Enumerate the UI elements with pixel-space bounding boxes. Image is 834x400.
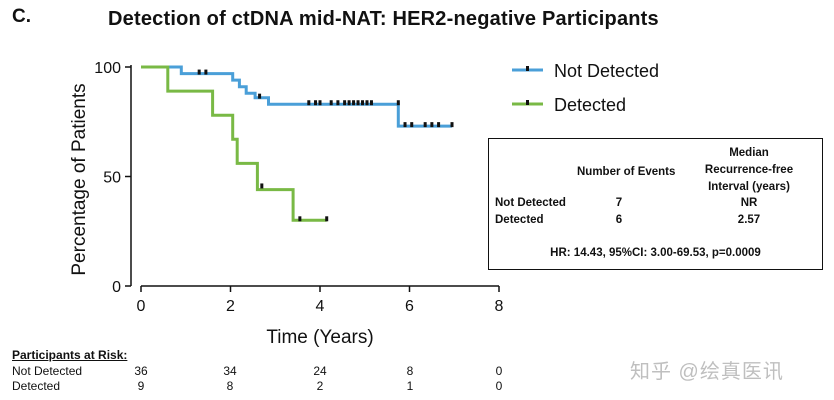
- survival-curves: [141, 65, 454, 222]
- survival-line-detected: [141, 65, 327, 222]
- censor-mark: [314, 100, 318, 106]
- censor-mark: [204, 69, 208, 75]
- at-risk-value: 1: [406, 379, 414, 393]
- legend-censor-mark: [526, 66, 529, 71]
- censor-mark: [423, 122, 427, 128]
- at-risk-value: 8: [226, 379, 234, 393]
- stats-row-events: 6: [615, 214, 623, 226]
- censor-mark: [347, 100, 351, 106]
- at-risk-value: 24: [313, 364, 327, 378]
- censor-mark: [352, 100, 356, 106]
- censor-mark: [356, 100, 360, 106]
- x-axis-title: Time (Years): [266, 327, 373, 348]
- censor-mark: [369, 100, 373, 106]
- censor-mark: [365, 100, 369, 106]
- censor-mark: [361, 100, 365, 106]
- at-risk-value: 0: [495, 364, 503, 378]
- median-header-line2: Recurrence-free: [704, 164, 794, 176]
- events-header: Number of Events: [577, 166, 676, 178]
- watermark: 知乎 @绘真医讯: [630, 361, 784, 383]
- censor-mark: [329, 100, 333, 106]
- stats-row-label: Detected: [495, 214, 544, 226]
- hazard-ratio-text: HR: 14.43, 95%CI: 3.00-69.53, p=0.0009: [550, 247, 761, 259]
- censor-mark: [336, 100, 340, 106]
- stats-row-median: 2.57: [737, 214, 761, 226]
- censor-mark: [437, 122, 441, 128]
- at-risk-value: 9: [137, 379, 145, 393]
- at-risk-value: 36: [134, 364, 148, 378]
- at-risk-title: Participants at Risk:: [12, 348, 128, 362]
- censor-mark: [403, 122, 407, 128]
- y-axis-title: Percentage of Patients: [69, 83, 90, 275]
- survival-line-not-detected: [141, 65, 452, 128]
- censor-mark: [197, 69, 201, 75]
- y-tick-label: 50: [103, 170, 121, 187]
- x-tick-label: 2: [226, 298, 235, 315]
- legend-label: Not Detected: [554, 61, 659, 81]
- at-risk-value: 8: [406, 364, 414, 378]
- censor-mark: [307, 100, 311, 106]
- censor-mark: [298, 216, 302, 222]
- censor-mark: [260, 183, 264, 189]
- at-risk-value: 2: [316, 379, 324, 393]
- stats-row-median: NR: [740, 197, 758, 209]
- censor-mark: [430, 122, 434, 128]
- censor-mark: [343, 100, 347, 106]
- at-risk-value: 0: [495, 379, 503, 393]
- stats-row-events: 7: [615, 197, 623, 209]
- median-header-line1: Median: [729, 147, 769, 159]
- censor-mark: [396, 100, 400, 106]
- stats-row-label: Not Detected: [495, 197, 566, 209]
- statistics-table: Number of Events Median Recurrence-free …: [488, 138, 823, 270]
- censor-mark: [450, 122, 454, 128]
- x-tick-label: 0: [137, 298, 146, 315]
- at-risk-row-label: Detected: [12, 379, 61, 393]
- x-tick-label: 8: [495, 298, 504, 315]
- legend: Not Detected Detected: [512, 61, 659, 115]
- at-risk-value: 34: [223, 364, 237, 378]
- censor-mark: [325, 216, 329, 222]
- at-risk-row-label: Not Detected: [12, 364, 83, 378]
- chart-title: Detection of ctDNA mid-NAT: HER2-negativ…: [108, 8, 659, 30]
- censor-mark: [258, 93, 262, 99]
- x-tick-label: 6: [405, 298, 414, 315]
- panel-letter: C.: [12, 6, 31, 27]
- censor-mark: [318, 100, 322, 106]
- plot-axes: 0 2 4 6 8 0 50 100 Time (Years) Percentage of Pat…: [69, 60, 504, 348]
- y-tick-label: 100: [94, 60, 121, 77]
- x-tick-label: 4: [316, 298, 325, 315]
- legend-label: Detected: [554, 95, 626, 115]
- legend-censor-mark: [526, 100, 529, 105]
- median-header-line3: Interval (years): [708, 181, 790, 193]
- censor-mark: [410, 122, 414, 128]
- y-tick-label: 0: [112, 279, 121, 296]
